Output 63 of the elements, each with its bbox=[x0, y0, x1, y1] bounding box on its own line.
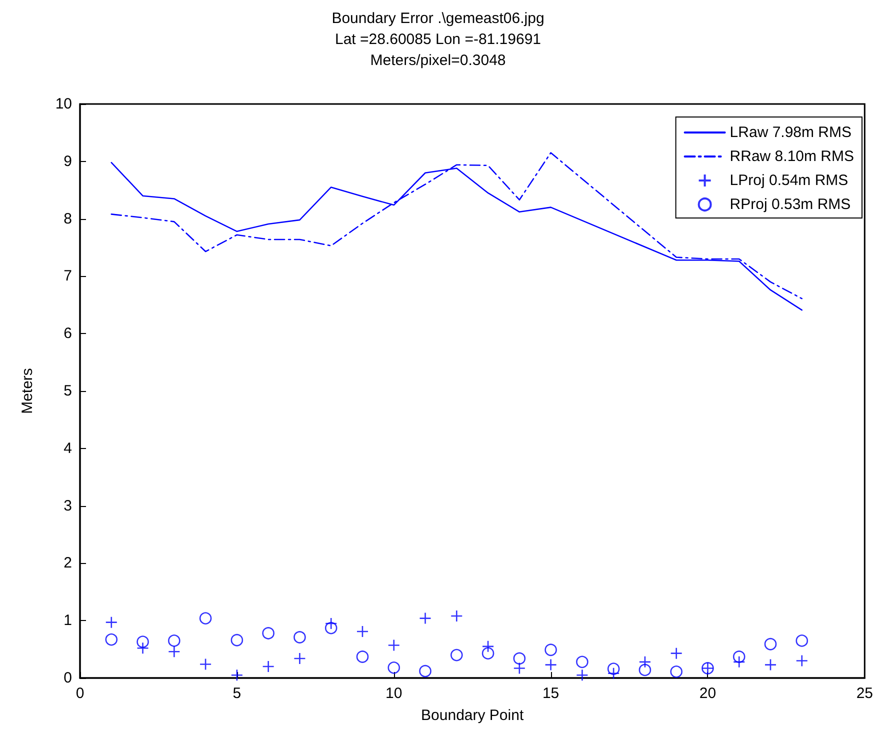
point bbox=[388, 662, 400, 674]
point bbox=[576, 656, 588, 668]
point bbox=[607, 662, 620, 675]
point bbox=[638, 656, 652, 668]
point bbox=[670, 666, 682, 678]
point bbox=[607, 667, 620, 680]
y-tick-label: 0 bbox=[64, 670, 72, 686]
y-tick-label: 9 bbox=[64, 152, 72, 170]
point bbox=[356, 650, 369, 663]
x-tick-label: 15 bbox=[542, 685, 560, 702]
point bbox=[136, 636, 149, 648]
chart-subtitle: Lat =28.60085 Lon =-81.19691 bbox=[334, 31, 542, 48]
legend-label: RProj 0.53m RMS bbox=[730, 196, 851, 213]
x-tick-label: 0 bbox=[76, 685, 84, 702]
legend-label: RRaw 8.10m RMS bbox=[730, 148, 854, 165]
y-tick-label: 5 bbox=[64, 382, 72, 400]
x-tick-label: 25 bbox=[856, 685, 873, 702]
point bbox=[262, 627, 274, 640]
point bbox=[764, 658, 777, 671]
x-tick-label: 10 bbox=[386, 685, 402, 702]
point bbox=[732, 656, 746, 668]
point bbox=[638, 664, 652, 676]
point bbox=[482, 647, 494, 660]
point bbox=[732, 650, 746, 663]
text: Meters/pixel=0.3048 bbox=[370, 52, 506, 69]
point bbox=[419, 664, 432, 678]
y-tick-label: 7 bbox=[64, 268, 72, 285]
point bbox=[513, 662, 526, 674]
point bbox=[796, 654, 808, 667]
y-tick-label: 6 bbox=[64, 325, 72, 342]
x-tick-label: 20 bbox=[699, 685, 716, 702]
point bbox=[199, 658, 212, 670]
y-tick-label: 1 bbox=[64, 612, 72, 630]
point bbox=[230, 668, 244, 682]
point bbox=[544, 644, 557, 656]
y-tick-label: 3 bbox=[64, 497, 72, 514]
point bbox=[262, 660, 274, 673]
point bbox=[324, 622, 338, 634]
point bbox=[764, 638, 777, 650]
point bbox=[199, 612, 212, 624]
legend-label: LRaw 7.98m RMS bbox=[730, 124, 852, 141]
point bbox=[482, 640, 494, 653]
legend-label: LProj 0.54m RMS bbox=[730, 172, 848, 189]
x-tick-label: 5 bbox=[232, 685, 242, 702]
y-tick-label: 4 bbox=[64, 440, 72, 457]
y-tick-label: 8 bbox=[64, 210, 72, 228]
y-tick-label: 2 bbox=[64, 554, 72, 572]
chart-title: Boundary Error .\gemeast06.jpg bbox=[332, 10, 544, 27]
point bbox=[294, 631, 306, 644]
point bbox=[105, 616, 118, 628]
point bbox=[230, 634, 244, 646]
point bbox=[450, 648, 463, 662]
point bbox=[796, 634, 808, 647]
point bbox=[450, 610, 463, 622]
point bbox=[294, 652, 306, 665]
x-axis-title: Boundary Point bbox=[421, 707, 524, 724]
point bbox=[513, 652, 526, 665]
y-axis-title: Meters bbox=[19, 368, 36, 414]
point bbox=[105, 633, 118, 646]
y-tick-label: 10 bbox=[55, 96, 72, 112]
point bbox=[324, 617, 338, 630]
point bbox=[356, 625, 369, 638]
point bbox=[168, 634, 180, 647]
